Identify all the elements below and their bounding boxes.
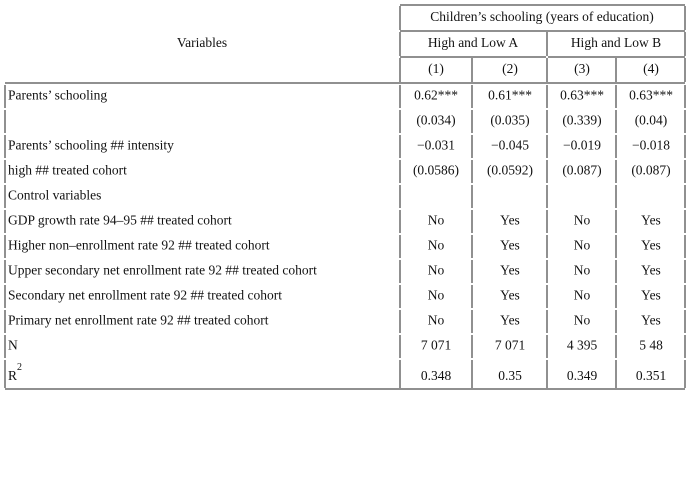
cell: 5 48 xyxy=(639,338,663,353)
row-label: Primary net enrollment rate 92 ## treate… xyxy=(8,313,269,328)
row-label: GDP growth rate 94–95 ## treated cohort xyxy=(8,213,232,228)
cell: −0.045 xyxy=(491,138,529,153)
cell: (0.034) xyxy=(416,113,455,128)
row-label: Control variables xyxy=(8,188,101,203)
row-label: R2 xyxy=(8,362,22,383)
cell: No xyxy=(428,313,445,328)
cell: Yes xyxy=(500,288,520,303)
cell: 4 395 xyxy=(567,338,598,353)
cell: Yes xyxy=(641,288,661,303)
cell: (0.087) xyxy=(631,163,670,178)
cell: Yes xyxy=(500,313,520,328)
row-label: Upper secondary net enrollment rate 92 #… xyxy=(8,263,317,278)
column-header: (2) xyxy=(502,61,518,76)
cell: 0.63*** xyxy=(560,88,604,103)
row-label: Secondary net enrollment rate 92 ## trea… xyxy=(8,288,282,303)
group-header: High and Low B xyxy=(571,35,661,50)
cell: No xyxy=(574,213,591,228)
cell: (0.339) xyxy=(562,113,601,128)
superscript: 2 xyxy=(17,362,22,373)
cell: Yes xyxy=(641,313,661,328)
cell: 0.349 xyxy=(567,368,598,383)
cell: Yes xyxy=(500,263,520,278)
cell: (0.04) xyxy=(635,113,668,128)
row-label: N xyxy=(8,338,18,353)
cell: −0.031 xyxy=(417,138,455,153)
cell: (0.035) xyxy=(490,113,529,128)
cell: Yes xyxy=(500,213,520,228)
cell: 0.63*** xyxy=(629,88,673,103)
column-header: (3) xyxy=(574,61,590,76)
cell: 0.35 xyxy=(498,368,522,383)
row-label: Parents’ schooling xyxy=(8,88,107,103)
cell: 0.351 xyxy=(636,368,666,383)
cell: 0.62*** xyxy=(414,88,458,103)
cell: No xyxy=(428,288,445,303)
cell: −0.019 xyxy=(563,138,601,153)
cell: No xyxy=(574,238,591,253)
cell: −0.018 xyxy=(632,138,670,153)
cell: Yes xyxy=(641,263,661,278)
row-label: Parents’ schooling ## intensity xyxy=(8,138,174,153)
cell: (0.0592) xyxy=(487,163,533,178)
cell: Yes xyxy=(641,238,661,253)
row-label: Higher non–enrollment rate 92 ## treated… xyxy=(8,238,270,253)
spanner: Children’s schooling (years of education… xyxy=(430,9,653,24)
cell: No xyxy=(428,263,445,278)
row-label-header: Variables xyxy=(177,35,227,50)
cell: 7 071 xyxy=(495,338,525,353)
row-label: high ## treated cohort xyxy=(8,163,127,178)
cell: 0.61*** xyxy=(488,88,532,103)
cell: No xyxy=(574,263,591,278)
cell: No xyxy=(574,313,591,328)
cell: (0.0586) xyxy=(413,163,459,178)
cell: No xyxy=(574,288,591,303)
group-header: High and Low A xyxy=(428,35,519,50)
cell: No xyxy=(428,213,445,228)
cell: Yes xyxy=(500,238,520,253)
column-header: (1) xyxy=(428,61,444,76)
cell: Yes xyxy=(641,213,661,228)
cell: 0.348 xyxy=(421,368,452,383)
column-header: (4) xyxy=(643,61,659,76)
cell: 7 071 xyxy=(421,338,451,353)
cell: No xyxy=(428,238,445,253)
cell: (0.087) xyxy=(562,163,601,178)
